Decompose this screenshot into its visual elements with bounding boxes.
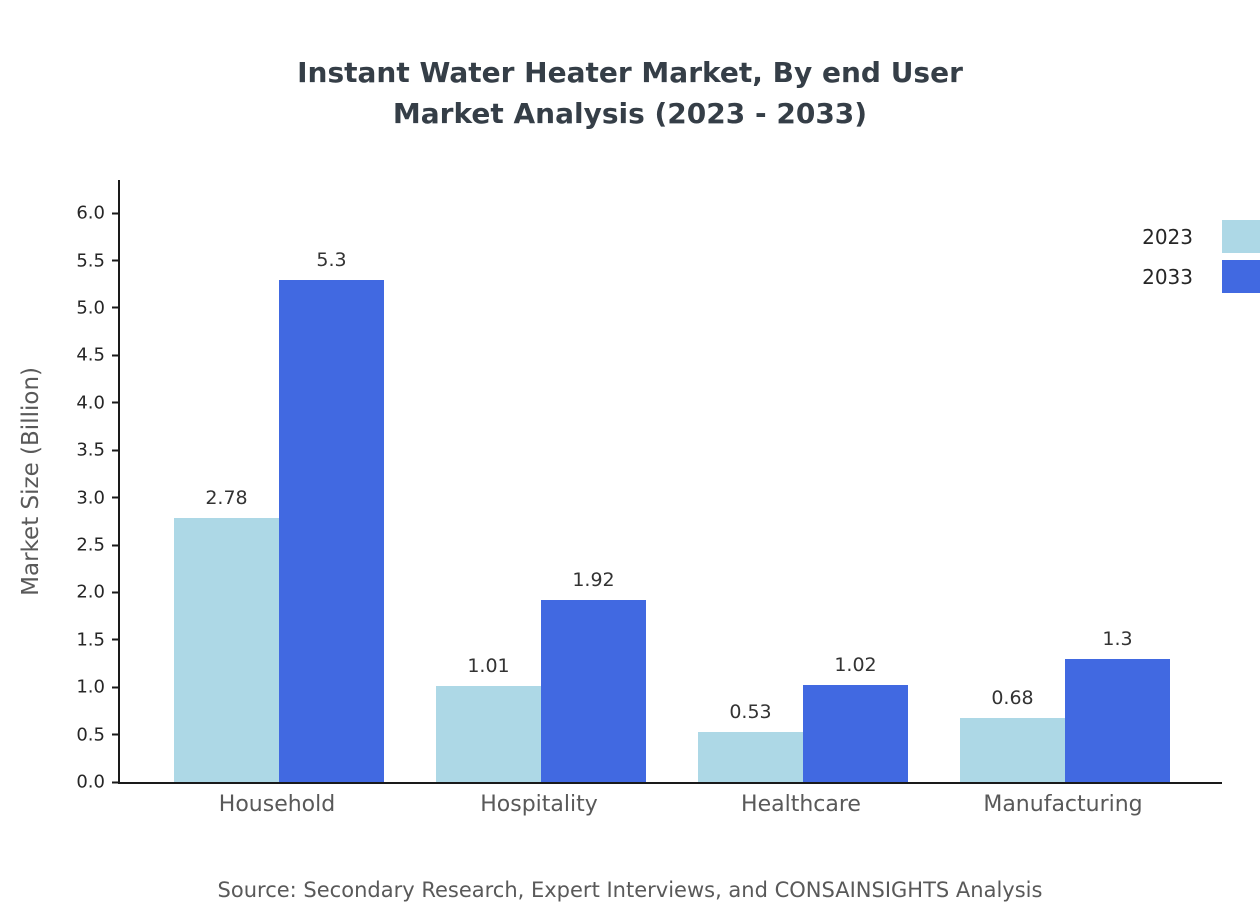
bar-value-2023-household: 2.78 bbox=[205, 487, 248, 510]
y-tick-mark bbox=[112, 686, 120, 689]
x-label-hospitality: Hospitality bbox=[480, 792, 598, 817]
bar-2023-healthcare: 0.53 bbox=[698, 701, 803, 782]
y-tick-3.0: 3.0 bbox=[59, 487, 120, 508]
legend-item-2033: 2033 bbox=[1142, 260, 1260, 293]
legend-label-2033: 2033 bbox=[1142, 264, 1193, 289]
legend-item-2023: 2023 bbox=[1142, 220, 1260, 253]
bar-value-2033-hospitality: 1.92 bbox=[572, 568, 615, 591]
y-tick-mark bbox=[112, 733, 120, 736]
x-label-manufacturing: Manufacturing bbox=[983, 792, 1143, 817]
y-tick-label: 0.5 bbox=[76, 724, 105, 746]
y-tick-4.5: 4.5 bbox=[59, 345, 120, 366]
legend-label-2023: 2023 bbox=[1142, 224, 1193, 249]
y-tick-3.5: 3.5 bbox=[59, 440, 120, 461]
y-tick-label: 0.0 bbox=[76, 771, 105, 793]
chart-title: Instant Water Heater Market, By end User… bbox=[0, 52, 1260, 134]
y-tick-mark bbox=[112, 449, 120, 452]
y-tick-1.5: 1.5 bbox=[59, 629, 120, 650]
bar-value-2023-hospitality: 1.01 bbox=[467, 655, 510, 678]
legend: 2023 2033 bbox=[1142, 220, 1260, 300]
legend-swatch-2033 bbox=[1222, 260, 1260, 293]
source-text: Source: Secondary Research, Expert Inter… bbox=[217, 878, 1043, 902]
x-labels: Household Hospitality Healthcare Manufactur… bbox=[146, 792, 1194, 817]
y-tick-0.5: 0.5 bbox=[59, 724, 120, 745]
bar-2023-household: 2.78 bbox=[174, 487, 279, 782]
bar-value-2033-manufacturing: 1.3 bbox=[1102, 627, 1133, 650]
y-tick-label: 3.5 bbox=[76, 439, 105, 461]
bar-group-household: 2.78 5.3 bbox=[148, 180, 410, 782]
y-axis-label-wrap: Market Size (Billion) bbox=[10, 180, 52, 782]
y-tick-label: 2.5 bbox=[76, 534, 105, 556]
bar-group-healthcare: 0.53 1.02 bbox=[672, 180, 934, 782]
legend-swatch-2023 bbox=[1222, 220, 1260, 253]
y-tick-label: 6.0 bbox=[76, 202, 105, 224]
y-tick-mark bbox=[112, 306, 120, 309]
y-tick-label: 2.0 bbox=[76, 581, 105, 603]
y-tick-2.5: 2.5 bbox=[59, 535, 120, 556]
y-tick-label: 3.0 bbox=[76, 487, 105, 509]
chart-title-line2: Market Analysis (2023 - 2033) bbox=[392, 97, 868, 130]
y-tick-mark bbox=[112, 544, 120, 546]
y-tick-mark bbox=[112, 212, 120, 215]
y-axis-label: Market Size (Billion) bbox=[18, 366, 44, 596]
x-label-healthcare: Healthcare bbox=[741, 792, 861, 817]
y-tick-mark bbox=[112, 354, 120, 357]
y-tick-mark bbox=[112, 259, 120, 262]
y-tick-label: 1.5 bbox=[76, 629, 105, 651]
bar-2033-household: 5.3 bbox=[279, 249, 384, 782]
x-label-household: Household bbox=[218, 792, 336, 817]
bar-group-manufacturing: 0.68 1.3 bbox=[934, 180, 1196, 782]
chart-title-line1: Instant Water Heater Market, By end User bbox=[297, 56, 963, 89]
y-tick-6.0: 6.0 bbox=[59, 203, 120, 224]
bar-value-2023-manufacturing: 0.68 bbox=[991, 686, 1034, 709]
y-tick-mark bbox=[112, 401, 120, 404]
bar-2023-hospitality: 1.01 bbox=[436, 655, 541, 782]
bar-value-2023-healthcare: 0.53 bbox=[729, 700, 772, 723]
y-tick-mark bbox=[112, 496, 120, 499]
y-tick-label: 5.0 bbox=[76, 297, 105, 319]
y-tick-mark bbox=[112, 781, 120, 783]
bar-groups: 2.78 5.3 1.01 1.92 0.53 1.02 0.68 1.3 bbox=[148, 180, 1196, 782]
y-tick-mark bbox=[112, 591, 120, 594]
bar-group-hospitality: 1.01 1.92 bbox=[410, 180, 672, 782]
plot-area: 0.0 0.5 1.0 1.5 2.0 2.5 3.0 3.5 4.0 4.5 5.0 5.5 6.0 … bbox=[76, 180, 1222, 793]
y-tick-2.0: 2.0 bbox=[59, 582, 120, 603]
y-tick-5.5: 5.5 bbox=[59, 250, 120, 271]
y-tick-5.0: 5.0 bbox=[59, 297, 120, 318]
y-tick-label: 4.5 bbox=[76, 344, 105, 366]
y-tick-mark bbox=[112, 638, 120, 641]
y-tick-0.0: 0.0 bbox=[59, 772, 120, 793]
bar-value-2033-healthcare: 1.02 bbox=[834, 654, 877, 677]
y-tick-label: 5.5 bbox=[76, 250, 105, 272]
y-tick-label: 1.0 bbox=[76, 676, 105, 698]
y-tick-4.0: 4.0 bbox=[59, 392, 120, 413]
y-tick-label: 4.0 bbox=[76, 392, 105, 414]
bar-value-2033-household: 5.3 bbox=[316, 248, 347, 271]
bar-2033-hospitality: 1.92 bbox=[541, 569, 646, 782]
y-tick-1.0: 1.0 bbox=[59, 677, 120, 698]
bar-2033-manufacturing: 1.3 bbox=[1065, 628, 1170, 782]
bar-2023-manufacturing: 0.68 bbox=[960, 687, 1065, 782]
bar-2033-healthcare: 1.02 bbox=[803, 654, 908, 782]
